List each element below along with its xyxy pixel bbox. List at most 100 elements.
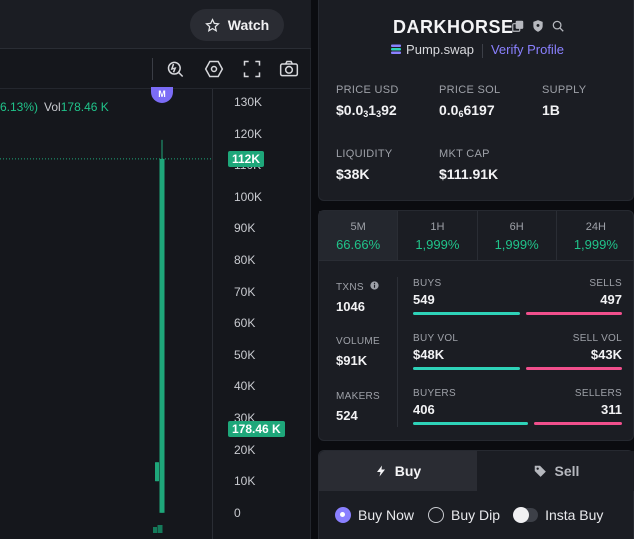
sell-vol-value: $43K: [590, 347, 622, 362]
lightning-icon: [376, 465, 385, 477]
y-tick-label: 100K: [234, 189, 263, 204]
buy-now-label: Buy Now: [358, 507, 415, 523]
token-name: DARKHORSE: [393, 17, 514, 37]
liquidity-label: LIQUIDITY: [336, 148, 393, 160]
camera-icon[interactable]: [279, 59, 299, 79]
legend-vol-label: Vol: [44, 100, 61, 114]
price-usd-value: $0.031392: [336, 102, 397, 119]
watch-button[interactable]: Watch: [190, 9, 284, 41]
transactions-card: 5M 66.66% 1H 1,999% 6H 1,999% 24H 1,999%…: [318, 210, 634, 441]
tab-6h[interactable]: 6H 1,999%: [478, 211, 557, 260]
buyers-value: 406: [413, 402, 435, 417]
y-tick-label: 60K: [234, 316, 256, 331]
price-axis: 130K120K110K100K90K80K70K60K50K40K30K20K…: [212, 89, 311, 539]
buy-vol-value: $48K: [413, 347, 445, 362]
buys-bar: [413, 312, 520, 315]
y-tick-label: 50K: [234, 347, 256, 362]
price-usd-stat: PRICE USD $0.031392: [336, 84, 399, 119]
candle-body: [155, 462, 159, 482]
sells-value: 497: [600, 292, 622, 307]
y-tick-label: 20K: [234, 442, 256, 457]
buy-dip-label: Buy Dip: [451, 507, 501, 523]
chart-toolbar: [0, 49, 311, 89]
supply-label: SUPPLY: [542, 84, 587, 96]
current-price-label: 112K: [228, 150, 265, 167]
tab-24h[interactable]: 24H 1,999%: [573, 221, 618, 252]
volume-label: VOLUME: [336, 336, 381, 347]
star-icon: [204, 17, 220, 32]
tab-sell[interactable]: Sell: [477, 451, 634, 491]
y-tick-label: 70K: [234, 284, 256, 299]
fullscreen-icon[interactable]: [242, 59, 262, 79]
volume-bar: [153, 527, 157, 533]
txns-stat: TXNS 1046: [336, 281, 379, 314]
shield-icon[interactable]: [531, 19, 545, 33]
sell-vol-label: SELL VOL: [572, 333, 622, 344]
insta-buy-label: Insta Buy: [545, 507, 604, 523]
dex-divider: [481, 43, 483, 58]
timeframe-tabs: 5M 66.66% 1H 1,999% 6H 1,999% 24H 1,999%: [319, 211, 634, 261]
watch-label: Watch: [227, 17, 270, 33]
buy-dip-radio[interactable]: [428, 507, 445, 523]
sells-bar: [525, 312, 622, 315]
candlestick-plot: [0, 139, 212, 533]
indicator-icon[interactable]: [166, 59, 186, 79]
liquidity-value: $38K: [336, 166, 370, 182]
sells-label: SELLS: [589, 278, 622, 289]
buy-now-radio[interactable]: [335, 507, 351, 523]
tab-buy[interactable]: Buy: [319, 451, 477, 491]
chart-header: Watch: [0, 0, 311, 49]
sell-tab-label: Sell: [554, 463, 580, 479]
settings-hex-icon[interactable]: [204, 59, 224, 79]
verify-profile-link[interactable]: Verify Profile: [490, 42, 564, 57]
mkt-cap-stat: MKT CAP $111.91K: [439, 148, 498, 182]
buyers-bar: [413, 422, 529, 425]
supply-stat: SUPPLY 1B: [542, 84, 586, 118]
price-sol-stat: PRICE SOL 0.066197: [439, 84, 500, 119]
buys-label: BUYS: [413, 278, 442, 289]
migration-marker[interactable]: M: [151, 87, 173, 103]
chart-legend: 6.13%) Vol178.46 K: [0, 100, 109, 114]
copy-icon[interactable]: [511, 19, 525, 33]
buy-dip-option[interactable]: Buy Dip: [428, 507, 500, 523]
makers-stat: MAKERS 524: [336, 391, 380, 423]
info-icon[interactable]: [370, 281, 379, 290]
buy-tab-label: Buy: [394, 463, 422, 479]
trade-tabs: Buy Sell: [319, 451, 634, 491]
buyers-sellers-row: BUYERS SELLERS 406 311: [413, 388, 622, 432]
buys-value: 549: [413, 292, 435, 307]
makers-label: MAKERS: [336, 391, 381, 402]
buyers-label: BUYERS: [413, 388, 456, 399]
insta-buy-option[interactable]: Insta Buy: [513, 507, 604, 523]
trade-card: Buy Sell Buy Now Buy Dip Insta Buy: [318, 450, 634, 539]
liquidity-stat: LIQUIDITY $38K: [336, 148, 393, 182]
sell-vol-bar: [526, 367, 622, 370]
buy-vol-label: BUY VOL: [413, 333, 459, 344]
price-sol-value: 0.066197: [439, 102, 495, 119]
dex-row: Pump.swap Verify Profile: [319, 42, 634, 58]
order-types: Buy Now Buy Dip Insta Buy: [335, 507, 603, 523]
toolbar-divider: [152, 58, 153, 80]
tab-5m[interactable]: 5M 66.66%: [319, 211, 399, 260]
y-tick-label: 120K: [234, 126, 263, 141]
legend-vol-value: 178.46 K: [60, 100, 109, 114]
pump-swap-icon: [391, 44, 402, 54]
makers-value: 524: [336, 408, 358, 423]
volume-bar: [157, 525, 163, 533]
buy-now-option[interactable]: Buy Now: [335, 507, 414, 523]
sellers-label: SELLERS: [574, 388, 622, 399]
search-icon[interactable]: [551, 19, 565, 33]
buy-vol-bar: [413, 367, 521, 370]
tab-1h[interactable]: 1H 1,999%: [398, 211, 478, 260]
y-tick-label: 0: [234, 505, 241, 520]
insta-buy-toggle[interactable]: [513, 507, 539, 523]
txn-divider: [397, 277, 398, 427]
legend-change: 6.13%): [0, 100, 39, 114]
y-tick-label: 10K: [234, 474, 256, 489]
volume-value: $91K: [336, 353, 368, 368]
price-usd-label: PRICE USD: [336, 84, 399, 96]
sellers-value: 311: [601, 402, 622, 417]
y-tick-label: 90K: [234, 221, 256, 236]
dex-name[interactable]: Pump.swap: [406, 42, 474, 57]
supply-value: 1B: [542, 102, 560, 118]
